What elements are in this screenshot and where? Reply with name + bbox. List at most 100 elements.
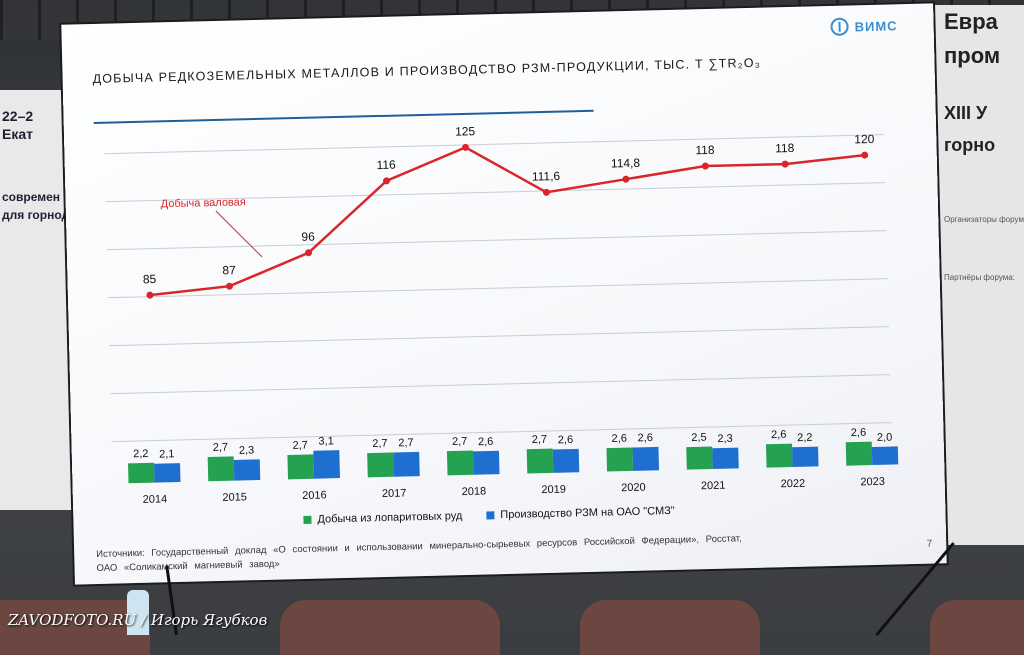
line-data-label: 85 — [143, 272, 157, 286]
right-banner-text: XIII У — [944, 103, 988, 123]
bar-data-label: 2,7 — [398, 437, 414, 449]
right-banner-text: пром — [944, 43, 1001, 68]
line-point — [462, 143, 470, 151]
bar — [845, 441, 873, 466]
bar — [154, 463, 181, 483]
bar — [552, 448, 580, 473]
line-data-label: 87 — [222, 263, 236, 277]
bar — [393, 451, 420, 477]
bar-data-label: 2,0 — [877, 432, 893, 444]
bar-data-label: 2,7 — [372, 438, 388, 450]
left-banner-text: 22–2 — [2, 108, 34, 124]
bar-data-label: 2,6 — [611, 433, 627, 445]
legend-swatch-blue — [486, 511, 495, 520]
bar-data-label: 2,7 — [452, 436, 468, 448]
grid-line — [107, 278, 888, 299]
bar-data-label: 2,7 — [532, 434, 548, 446]
bar — [686, 446, 713, 470]
left-banner-text: Екат — [2, 126, 33, 142]
line-data-label: 114,8 — [611, 156, 641, 171]
line-point — [304, 249, 312, 257]
left-banner-text: современ — [2, 190, 61, 204]
line-point — [701, 162, 709, 170]
bar-data-label: 3,1 — [318, 435, 334, 447]
seat — [280, 600, 500, 655]
line-series-label: Добыча валовая — [161, 196, 246, 210]
bar — [313, 450, 341, 479]
bar-data-label: 2,3 — [239, 444, 255, 456]
presentation-screen: ВИМС ДОБЫЧА РЕДКОЗЕМЕЛЬНЫХ МЕТАЛЛОВ И ПР… — [61, 3, 947, 585]
right-banner: Евра пром XIII У горно Организаторы фору… — [930, 5, 1024, 545]
line-series-leader — [215, 210, 263, 258]
line-data-label: 96 — [301, 230, 315, 244]
left-banner-text: для горнод — [2, 208, 70, 222]
right-banner-small: Организаторы форума: — [944, 215, 1024, 224]
x-tick-label: 2018 — [462, 485, 487, 498]
x-tick-label: 2023 — [860, 476, 885, 489]
bar-data-label: 2,6 — [771, 429, 787, 441]
x-tick-label: 2019 — [541, 484, 566, 497]
line-data-label: 111,6 — [532, 169, 561, 184]
bar-data-label: 2,7 — [213, 441, 229, 453]
line-point — [542, 188, 550, 196]
bar-data-label: 2,5 — [691, 432, 707, 444]
chart-svg: 85 87 96 116 125 111,6 114,8 118 118 120 Добыча ва… — [104, 124, 899, 506]
x-tick-label: 2020 — [621, 482, 646, 495]
bar — [765, 443, 793, 468]
line-point — [861, 151, 869, 159]
bar — [367, 452, 394, 478]
bar — [792, 446, 819, 468]
bar-data-label: 2,7 — [292, 440, 308, 452]
bar — [472, 450, 500, 475]
bar — [606, 447, 634, 472]
line-point — [383, 177, 391, 185]
right-banner-text: Евра — [944, 9, 998, 34]
right-banner-small: Партнёры форума: — [944, 273, 1015, 282]
legend-swatch-green — [303, 515, 312, 524]
bar-data-label: 2,6 — [637, 432, 653, 444]
x-tick-label: 2022 — [781, 478, 806, 491]
seat — [930, 600, 1024, 655]
bar — [871, 446, 899, 466]
bar-data-label: 2,2 — [797, 432, 813, 444]
x-tick-label: 2015 — [222, 491, 247, 504]
bar — [233, 459, 261, 481]
bar-data-label: 2,3 — [717, 433, 733, 445]
bar — [287, 454, 315, 480]
bar-data-label: 2,1 — [159, 448, 175, 460]
x-tick-label: 2016 — [302, 489, 327, 502]
right-banner-text: горно — [944, 135, 996, 155]
line-data-label: 118 — [775, 141, 795, 155]
line-point — [781, 160, 789, 168]
grid-line — [111, 422, 892, 443]
bar — [632, 446, 660, 471]
line-data-label: 125 — [455, 124, 476, 138]
bar-data-label: 2,2 — [133, 448, 149, 460]
line-data-label: 120 — [854, 132, 875, 146]
bar-data-label: 2,6 — [558, 434, 574, 446]
page-number: 7 — [926, 538, 933, 550]
bar-data-label: 2,6 — [478, 436, 494, 448]
bar — [712, 447, 739, 469]
water-bottle — [127, 590, 149, 635]
grid-line — [109, 326, 889, 347]
photo-watermark: ZAVODFOTO.RU / Игорь Ягубков — [8, 611, 268, 629]
bar — [446, 450, 474, 476]
grid-line — [104, 134, 885, 155]
line-point — [226, 282, 234, 290]
line-data-label: 118 — [695, 143, 715, 157]
x-tick-label: 2014 — [143, 493, 168, 506]
left-banner: 22–2 Екат современ для горнод — [0, 90, 75, 510]
x-tick-label: 2017 — [382, 487, 407, 500]
line-data-label: 116 — [376, 158, 396, 172]
seat — [580, 600, 760, 655]
grid-line — [105, 182, 886, 203]
bar — [207, 456, 235, 482]
x-tick-label: 2021 — [701, 480, 726, 493]
line-point — [146, 291, 154, 299]
line-series-path — [149, 146, 865, 297]
grid-line — [106, 230, 887, 251]
grid-line — [110, 374, 891, 395]
bar-data-label: 2,6 — [851, 427, 867, 439]
line-point — [622, 175, 630, 183]
